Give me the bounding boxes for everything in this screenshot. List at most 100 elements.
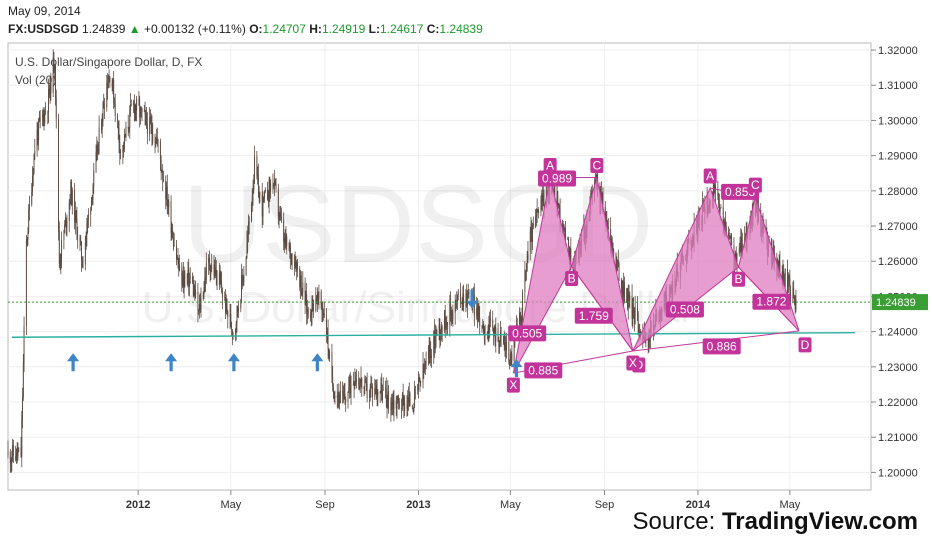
candle-body [429,347,431,353]
candle-body [192,282,194,296]
support-line [11,331,855,338]
candle-body [177,257,179,265]
candle-body [565,228,566,240]
candle-body [607,226,609,229]
symbol-label[interactable]: FX:USDSGD [8,22,79,36]
candle-body [247,223,249,235]
candle-body [730,235,732,242]
harmonic-patterns[interactable]: 0.505 0.989 1.759 0.885 X A B C D 0.508 0.853 1.872… [506,157,812,393]
pattern-2[interactable]: 0.508 0.853 1.872 0.886 X A B C D [626,168,812,371]
candle-body [741,243,743,254]
candle-body [430,352,432,359]
candle-body [74,210,76,223]
y-tick-label: 1.27000 [878,221,918,233]
candle-body [323,313,325,318]
candle-body [172,230,174,238]
candle-body [369,387,371,395]
candle-body [364,379,366,387]
candle-body [259,192,261,195]
candle-body [285,236,287,245]
open-label: O: [249,22,263,36]
candle-body [639,331,641,335]
candle-body [21,418,23,457]
pattern-ratio-label-box [702,338,741,355]
candle-body [482,324,484,328]
candle-body [216,270,218,285]
candle-body [34,150,36,154]
candle-body [414,387,416,408]
candle-body [413,407,415,412]
candle-body [366,383,368,398]
pattern-point-X-box [626,355,640,371]
candle-body [211,264,213,270]
candle-body [792,287,794,302]
x-axis[interactable]: 2012 May Sep 2013 May Sep 2014 May [126,490,801,511]
candle-body [221,283,223,293]
candle-body [524,270,526,292]
candle-body [326,331,328,336]
close-label: C: [426,22,440,36]
candle-body [157,140,159,142]
candle-body [540,199,542,214]
candle-body [522,291,524,316]
candle-body [484,326,486,336]
candle-body [779,261,781,272]
candle-body [439,324,441,337]
candle-body [402,394,404,398]
candle-body [160,159,162,171]
candle-body [16,448,18,457]
candle-body [466,294,468,306]
candle-body [283,219,285,243]
candle-body [300,275,301,288]
candle-body [155,142,157,144]
candle-body [58,229,60,264]
candle-body [326,317,328,336]
candle-body [176,245,177,259]
candle-body [793,295,795,299]
candle-body [291,253,293,266]
candle-body [627,288,628,309]
candle-body [715,185,717,191]
candle-body [189,277,191,278]
down-arrow-icon [466,289,479,309]
candle-body [227,310,229,318]
pattern-ratio-label-box [538,170,577,187]
candle-body [64,224,66,233]
pattern-point-C-box [748,177,762,193]
candle-body [140,107,142,109]
candle-body [225,297,226,313]
candle-body [525,270,527,272]
candle-body [401,408,403,409]
candle-body [347,391,349,402]
candle-body [408,394,410,403]
pattern-ratio-label: 1.872 [756,295,786,309]
candle-body [417,377,419,390]
candle-body [545,181,547,207]
candle-body [23,325,25,363]
candle-body [279,212,281,217]
candle-body [165,181,167,200]
y-axis[interactable]: 1.200001.210001.220001.230001.240001.250… [871,45,928,479]
candle-body [221,292,223,298]
candle-body [431,355,432,359]
candle-body [28,209,30,232]
candle-body [454,301,456,313]
candle-body [542,193,543,202]
candle-body [615,254,617,272]
candle-body [81,260,83,268]
candle-body [166,186,167,200]
support-up-arrow-icon [165,353,178,372]
candle-body [648,339,650,342]
candle-body [120,152,122,154]
pattern-point-A: A [706,169,714,183]
candle-body [519,312,520,325]
candle-body [188,268,190,287]
candle-body [385,388,387,397]
y-tick-label: 1.32000 [878,45,918,57]
candle-body [210,269,212,275]
candle-body [128,128,130,130]
candle-body [84,242,86,265]
candle-body [145,113,147,115]
